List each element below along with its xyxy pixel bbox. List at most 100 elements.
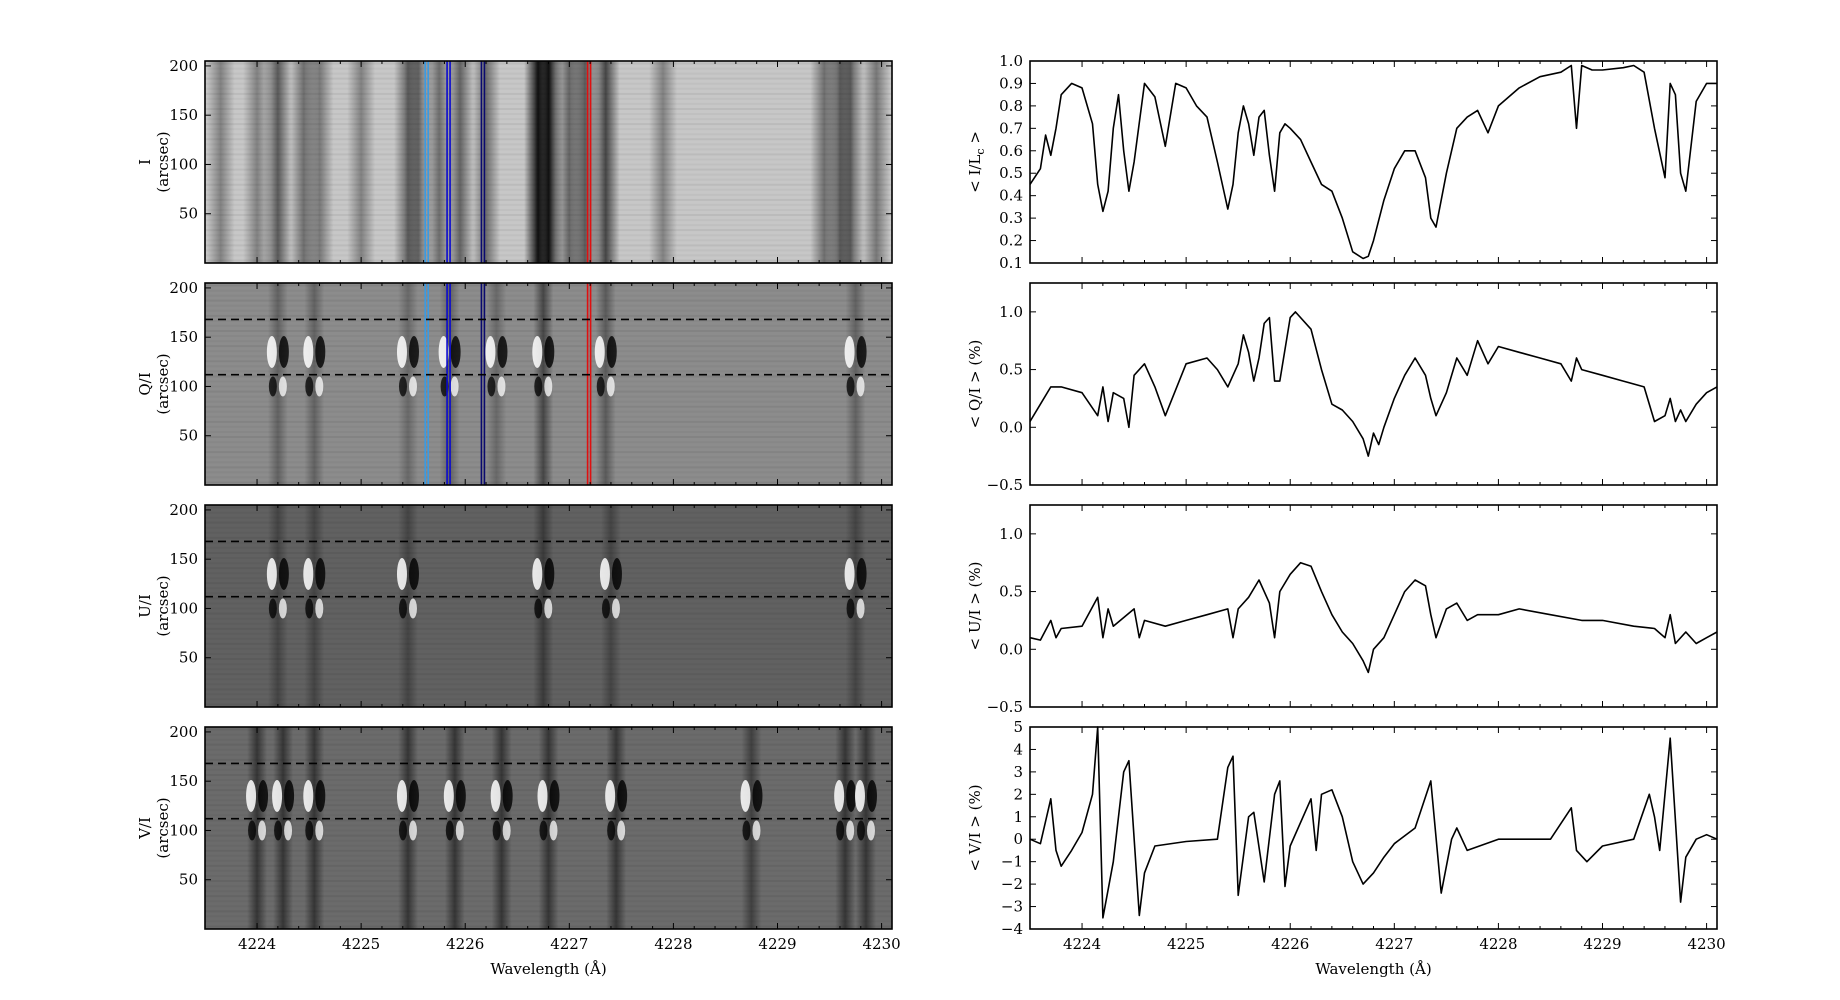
spectral-band bbox=[533, 283, 554, 485]
polarization-lobe bbox=[303, 779, 314, 812]
profile-line bbox=[1029, 311, 1718, 457]
y-tick-label: 0.9 bbox=[999, 74, 1023, 92]
heatmap-qi: 50 100 150 200 Q/I(arcsec) bbox=[136, 279, 893, 486]
y-axis-label-line: I bbox=[136, 159, 154, 165]
spectral-band bbox=[304, 505, 325, 707]
y-axis-label-main: < I/L bbox=[966, 155, 984, 193]
polarization-lobe bbox=[408, 598, 417, 619]
y-tick-label: 50 bbox=[179, 871, 198, 889]
y-axis-label: Q/I(arcsec) bbox=[136, 353, 172, 414]
x-tick-label: 4228 bbox=[654, 935, 692, 953]
polarization-lobe bbox=[836, 820, 845, 841]
x-tick-label: 4227 bbox=[1375, 935, 1413, 953]
polarization-lobe bbox=[438, 335, 449, 368]
polarization-lobe bbox=[305, 376, 314, 397]
y-tick-label: −4 bbox=[1001, 920, 1023, 938]
spectral-band bbox=[538, 727, 559, 929]
y-tick-label: 0.3 bbox=[999, 209, 1023, 227]
polarization-lobe bbox=[844, 335, 855, 368]
y-tick-label: 0.0 bbox=[999, 640, 1023, 658]
polarization-lobe bbox=[502, 820, 511, 841]
spectral-band bbox=[305, 61, 334, 263]
y-tick-label: 1.0 bbox=[999, 52, 1023, 70]
polarization-lobe bbox=[599, 557, 610, 590]
polarization-lobe bbox=[396, 557, 407, 590]
polarization-lobe bbox=[268, 598, 277, 619]
polarization-lobe bbox=[408, 779, 419, 812]
spectral-band bbox=[247, 727, 268, 929]
spectral-band bbox=[397, 727, 418, 929]
x-axis-title: Wavelength (Å) bbox=[1315, 960, 1431, 978]
polarization-lobe bbox=[408, 557, 419, 590]
heatmap-ui: 50 100 150 200 U/I(arcsec) bbox=[136, 501, 893, 708]
y-tick-label: 0.4 bbox=[999, 187, 1023, 205]
polarization-lobe bbox=[601, 598, 610, 619]
polarization-lobe bbox=[266, 335, 277, 368]
profile-line bbox=[1029, 561, 1718, 674]
y-tick-label: 0.6 bbox=[999, 142, 1023, 160]
polarization-lobe bbox=[617, 779, 628, 812]
polarization-lobe bbox=[246, 779, 257, 812]
polarization-lobe bbox=[492, 820, 501, 841]
polarization-lobe bbox=[742, 820, 751, 841]
polarization-lobe bbox=[455, 820, 464, 841]
spectral-band bbox=[741, 727, 762, 929]
y-tick-label: −1 bbox=[1001, 853, 1023, 871]
y-tick-label: 0.8 bbox=[999, 97, 1023, 115]
y-axis-label-subscript: c bbox=[974, 148, 987, 154]
spectral-band bbox=[595, 283, 616, 485]
polarization-lobe bbox=[408, 376, 417, 397]
polarization-lobe bbox=[846, 820, 855, 841]
polarization-lobe bbox=[303, 335, 314, 368]
y-axis-label-line: (arcsec) bbox=[154, 131, 172, 192]
y-tick-label: 100 bbox=[169, 155, 198, 173]
polarization-lobe bbox=[408, 820, 417, 841]
polarization-lobe bbox=[502, 779, 513, 812]
spectral-band bbox=[649, 61, 677, 263]
profile-line bbox=[1029, 726, 1718, 919]
heatmap-ui-x-axis bbox=[256, 505, 883, 707]
polarization-lobe bbox=[607, 820, 616, 841]
y-tick-label: −0.5 bbox=[987, 476, 1023, 494]
y-tick-label: 0.5 bbox=[999, 583, 1023, 601]
lineplot-i-x-axis bbox=[1081, 61, 1708, 263]
polarization-lobe bbox=[846, 376, 855, 397]
y-tick-label: 100 bbox=[169, 599, 198, 617]
polarization-lobe bbox=[866, 820, 875, 841]
polarization-lobe bbox=[278, 376, 287, 397]
x-tick-label: 4228 bbox=[1479, 935, 1517, 953]
x-tick-label: 4225 bbox=[342, 935, 380, 953]
polarization-lobe bbox=[305, 598, 314, 619]
y-tick-label: 2 bbox=[1013, 785, 1023, 803]
spectral-band bbox=[845, 283, 866, 485]
x-tick-label: 4225 bbox=[1167, 935, 1205, 953]
polarization-lobe bbox=[534, 598, 543, 619]
polarization-lobe bbox=[752, 820, 761, 841]
polarization-lobe bbox=[258, 779, 269, 812]
polarization-lobe bbox=[856, 376, 865, 397]
x-tick-label: 4224 bbox=[238, 935, 276, 953]
polarization-lobe bbox=[450, 376, 459, 397]
polarization-lobe bbox=[606, 376, 615, 397]
polarization-lobe bbox=[544, 335, 555, 368]
polarization-lobe bbox=[490, 779, 501, 812]
x-tick-label: 4226 bbox=[1271, 935, 1309, 953]
y-tick-label: 0 bbox=[1013, 830, 1023, 848]
y-axis-label-line: (arcsec) bbox=[154, 797, 172, 858]
y-tick-label: 200 bbox=[169, 57, 198, 75]
spectral-band bbox=[862, 61, 891, 263]
heatmap-vi-x-axis: 4224 4225 4226 4227 4228 4229 4230 Wavelength (… bbox=[238, 727, 901, 978]
polarization-lobe bbox=[305, 820, 314, 841]
spectral-band bbox=[600, 505, 621, 707]
polarization-lobe bbox=[268, 376, 277, 397]
heatmap-i-x-axis bbox=[256, 61, 883, 263]
polarization-lobe bbox=[398, 820, 407, 841]
polarization-lobe bbox=[248, 820, 257, 841]
x-tick-label: 4230 bbox=[1687, 935, 1725, 953]
y-tick-label: 4 bbox=[1013, 740, 1023, 758]
polarization-lobe bbox=[537, 779, 548, 812]
spectral-band bbox=[267, 505, 288, 707]
spectral-band bbox=[304, 727, 325, 929]
y-tick-label: 50 bbox=[179, 427, 198, 445]
